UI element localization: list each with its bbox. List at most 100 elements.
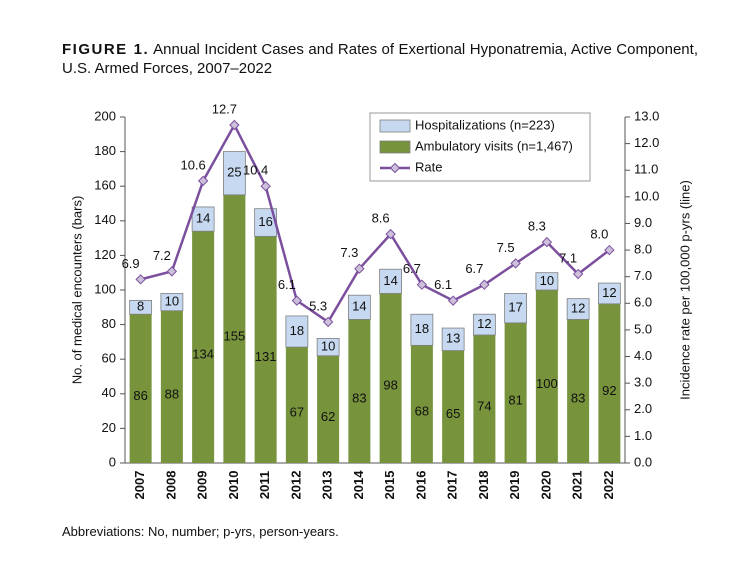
- rate-marker: [604, 244, 615, 256]
- data-label: 92: [602, 383, 616, 398]
- data-label: 67: [290, 404, 304, 419]
- bar-segment: [410, 345, 433, 463]
- data-label: 14: [352, 299, 366, 314]
- rate-marker: [166, 266, 178, 277]
- bar-segment: [504, 293, 528, 324]
- data-label: 74: [477, 398, 491, 413]
- data-label: 100: [536, 376, 558, 391]
- legend-swatch: [379, 119, 411, 133]
- bar-segment: [504, 322, 527, 463]
- x-tick-label: 2007: [132, 471, 147, 500]
- rate-marker: [322, 316, 334, 328]
- data-label: 25: [227, 165, 241, 180]
- data-label: 14: [383, 273, 397, 288]
- rate-label: 10.4: [243, 163, 268, 178]
- y2-tick-label: 6.0: [634, 295, 652, 310]
- title-text: Annual Incident Cases and Rates of Exert…: [62, 41, 698, 77]
- data-label: 12: [477, 316, 491, 331]
- bar-segment: [410, 313, 434, 346]
- y2-tick-label: 12.0: [634, 135, 659, 150]
- y-tick-label: 120: [94, 247, 116, 262]
- bar-segment: [160, 293, 184, 312]
- y2-axis-label: Incidence rate per 100,000 p-yrs (line): [677, 180, 692, 400]
- x-tick-label: 2020: [538, 471, 553, 500]
- data-label: 8: [137, 299, 144, 314]
- data-label: 12: [602, 285, 616, 300]
- x-tick-label: 2016: [413, 471, 428, 500]
- bar-segment: [191, 206, 215, 232]
- data-label: 17: [508, 300, 522, 315]
- rate-label: 8.0: [590, 227, 608, 242]
- y2-tick-label: 5.0: [634, 321, 652, 336]
- data-label: 18: [415, 321, 429, 336]
- bar-segment: [598, 303, 621, 463]
- data-label: 98: [383, 378, 397, 393]
- data-label: 81: [508, 392, 522, 407]
- bar-segment: [441, 327, 465, 351]
- rate-label: 7.2: [153, 248, 171, 263]
- x-tick-label: 2017: [445, 471, 460, 500]
- rate-marker: [416, 279, 428, 290]
- y-tick-label: 180: [94, 143, 116, 158]
- x-tick-label: 2011: [257, 471, 272, 499]
- x-tick-label: 2014: [351, 470, 366, 500]
- y-tick-label: 80: [102, 316, 116, 331]
- y2-tick-label: 7.0: [634, 268, 652, 283]
- data-label: 86: [133, 388, 147, 403]
- x-tick-label: 2022: [601, 471, 616, 500]
- y2-tick-label: 2.0: [634, 401, 652, 416]
- rate-line: [140, 122, 611, 324]
- y2-tick-label: 4.0: [634, 348, 652, 363]
- legend-marker: [389, 162, 401, 174]
- x-tick-label: 2015: [382, 471, 397, 500]
- rate-label: 12.7: [212, 101, 237, 116]
- data-label: 155: [224, 328, 246, 343]
- rate-marker: [510, 258, 521, 269]
- x-tick-label: 2013: [320, 471, 335, 500]
- bar-segment: [316, 338, 340, 357]
- rate-marker: [135, 274, 146, 285]
- rate-label: 6.7: [465, 261, 483, 276]
- rate-label: 6.1: [434, 277, 452, 292]
- rate-label: 6.1: [278, 277, 296, 292]
- y-tick-label: 100: [94, 281, 116, 296]
- bar-segment: [347, 294, 371, 320]
- data-label: 131: [255, 349, 277, 364]
- rate-marker: [197, 175, 209, 187]
- footnote: Abbreviations: No, number; p-yrs, person…: [62, 524, 339, 539]
- rate-label: 10.6: [180, 157, 205, 172]
- legend-label: Hospitalizations (n=223): [415, 117, 555, 132]
- data-label: 13: [446, 331, 460, 346]
- rate-marker: [447, 295, 459, 306]
- bar-segment: [285, 347, 308, 463]
- y2-tick-label: 11.0: [634, 162, 658, 177]
- y2-tick-label: 1.0: [634, 428, 652, 443]
- data-label: 10: [321, 339, 335, 354]
- data-label: 68: [415, 404, 429, 419]
- bar-segment: [379, 293, 402, 463]
- y-tick-label: 140: [94, 212, 116, 227]
- y-tick-label: 160: [94, 178, 116, 193]
- data-label: 14: [196, 211, 210, 226]
- bar-segment: [597, 282, 621, 305]
- legend-swatch: [379, 140, 411, 154]
- y2-tick-label: 8.0: [634, 242, 652, 257]
- data-label: 134: [192, 347, 214, 362]
- data-label: 65: [446, 406, 460, 421]
- bar-segment: [317, 355, 340, 463]
- bar-segment: [223, 194, 246, 463]
- bar-segment: [473, 334, 496, 463]
- rate-marker: [479, 279, 490, 290]
- rate-label: 7.3: [340, 245, 358, 260]
- rate-label: 5.3: [309, 298, 327, 313]
- y-axis-label: No. of medical encounters (bars): [69, 196, 84, 385]
- rate-label: 8.3: [528, 219, 546, 234]
- bar-segment: [160, 310, 183, 463]
- y-tick-label: 60: [102, 351, 116, 366]
- bar-segment: [535, 272, 559, 291]
- bar-segment: [442, 350, 465, 463]
- y2-tick-label: 3.0: [634, 375, 652, 390]
- bar-segment: [254, 236, 277, 463]
- data-label: 10: [165, 294, 179, 309]
